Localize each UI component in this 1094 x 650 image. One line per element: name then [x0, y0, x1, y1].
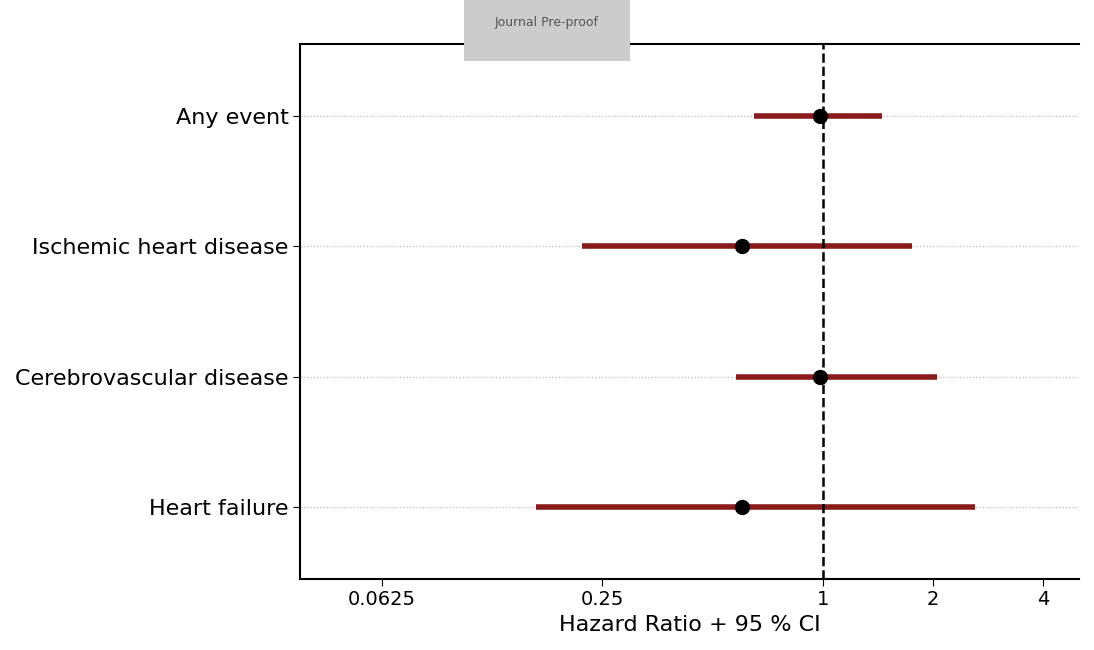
- Point: [733, 502, 750, 512]
- Text: Journal Pre-proof: Journal Pre-proof: [494, 16, 600, 29]
- X-axis label: Hazard Ratio + 95 % CI: Hazard Ratio + 95 % CI: [559, 615, 820, 635]
- Point: [733, 241, 750, 252]
- Point: [811, 371, 828, 382]
- Point: [811, 111, 828, 121]
